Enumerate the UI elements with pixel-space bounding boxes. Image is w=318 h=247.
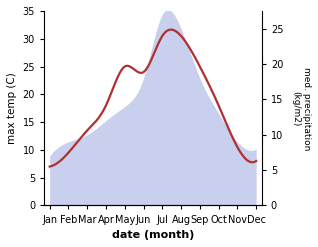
X-axis label: date (month): date (month): [112, 230, 194, 240]
Y-axis label: max temp (C): max temp (C): [7, 72, 17, 144]
Y-axis label: med. precipitation
(kg/m2): med. precipitation (kg/m2): [292, 66, 311, 150]
